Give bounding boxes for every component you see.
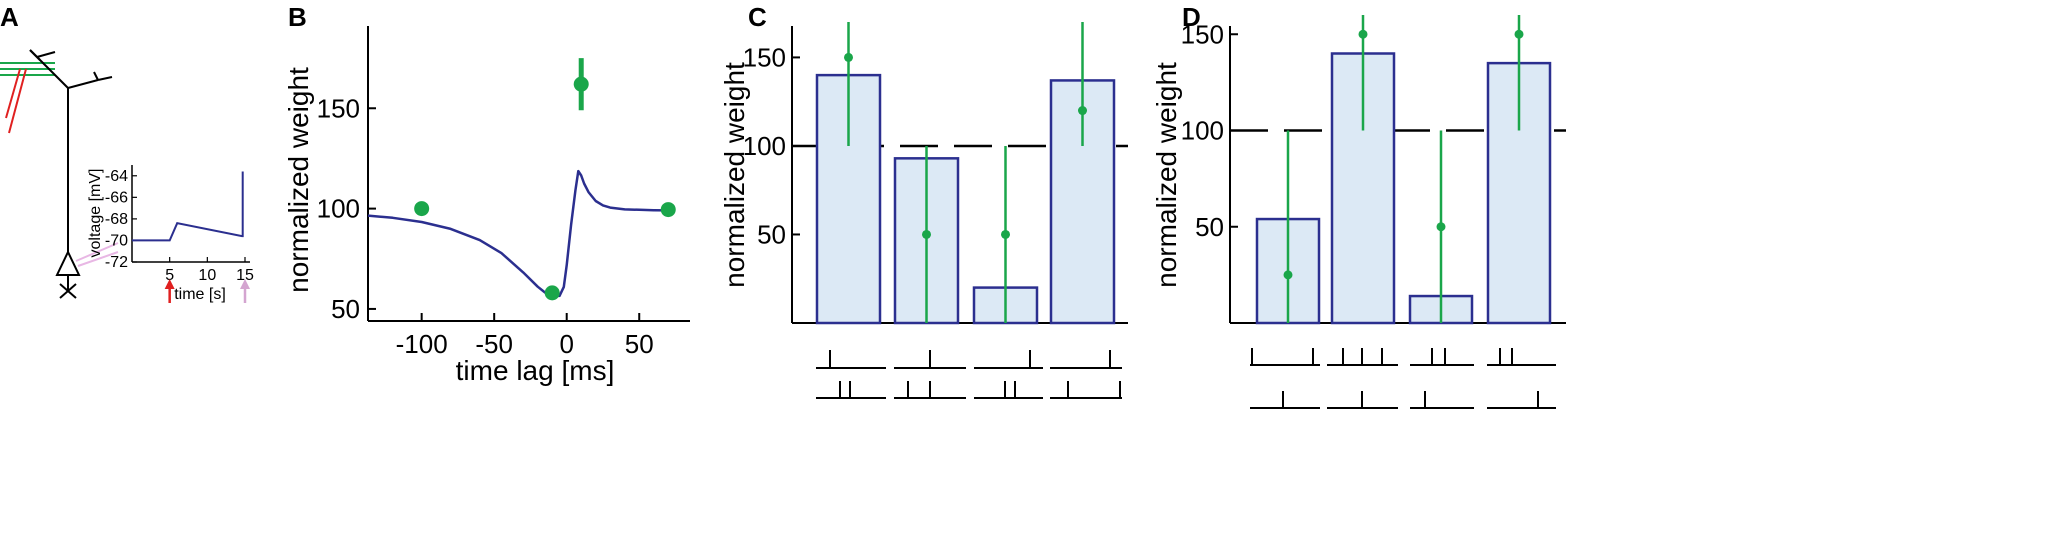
b-x-tick-label: 0 (559, 329, 573, 359)
pattern-d2-top (1327, 348, 1398, 366)
panel-letter-b: B (288, 2, 307, 32)
inset-y-tick-label: -64 (105, 168, 128, 185)
bar-chart-d: 50 100 150 normalized weight (1151, 15, 1566, 325)
c-data-point-4 (1078, 106, 1087, 116)
d-data-point-4 (1514, 29, 1524, 39)
c-data-point-2 (922, 229, 931, 239)
pattern-c4-top (1050, 350, 1122, 369)
b-y-tick-label: 150 (317, 93, 360, 123)
panel-letter-c: C (748, 2, 767, 32)
b-data-point-2 (573, 76, 589, 92)
pattern-c3-top (974, 350, 1043, 369)
b-x-tick-label: 50 (625, 329, 654, 359)
pattern-c3-bottom (974, 381, 1043, 399)
inset-y-axis-label: voltage [mV] (87, 169, 104, 258)
d-data-point-2 (1358, 29, 1368, 39)
c-y-tick-label: 100 (743, 131, 786, 161)
inset-y-tick-label: -72 (105, 254, 128, 271)
pink-pointer-2 (77, 251, 119, 267)
c-y-axis-label: normalized weight (719, 62, 750, 288)
inset-y-tick-label: -66 (105, 189, 128, 206)
c-y-tick-label: 50 (757, 219, 786, 249)
b-data-point-1 (544, 285, 560, 301)
b-data-point-3 (660, 202, 676, 218)
soma-triangle (55, 249, 81, 276)
pattern-c2-top (894, 350, 966, 369)
pattern-d1-bottom (1250, 391, 1320, 409)
b-y-axis-label: normalized weight (283, 67, 314, 293)
b-y-tick-label: 100 (317, 194, 360, 224)
d-data-point-3 (1436, 222, 1446, 232)
inset-x-tick-label: 10 (198, 267, 216, 284)
panel-letter-a: A (0, 2, 19, 32)
panel-letter-d: D (1182, 2, 1201, 32)
b-x-axis-label: time lag [ms] (456, 355, 615, 386)
voltage-inset: -64 -66 -68 -70 -72 5 10 15 time [s] voltage [mV] (87, 165, 254, 303)
b-data-point-0 (414, 201, 430, 217)
neuron-drawing (0, 49, 119, 299)
pattern-d4-top (1487, 348, 1556, 366)
b-x-tick-label: -50 (475, 329, 513, 359)
pink-pointer-1 (75, 242, 119, 262)
d-y-tick-label: 150 (1181, 19, 1224, 49)
c-data-point-3 (1001, 229, 1010, 239)
c-data-point-1 (844, 52, 853, 62)
pattern-c1-top (816, 350, 886, 369)
pattern-d2-bottom (1327, 391, 1398, 409)
b-model-curve (367, 169, 669, 298)
spike-patterns-c (816, 350, 1122, 399)
d-y-tick-label: 50 (1195, 212, 1224, 242)
dendrites (29, 49, 113, 252)
pattern-c4-bottom (1050, 381, 1122, 399)
b-y-tick-label: 50 (331, 294, 360, 324)
pink-arrow (240, 279, 250, 303)
pattern-c2-bottom (894, 381, 966, 399)
d-y-axis-label: normalized weight (1151, 62, 1182, 288)
red-input-1 (8, 68, 27, 134)
pattern-d4-bottom (1487, 391, 1556, 409)
pattern-d3-bottom (1410, 391, 1474, 409)
voltage-trace (132, 171, 244, 242)
axon-terminal (59, 275, 77, 299)
red-arrow (164, 279, 175, 303)
pattern-d3-top (1410, 348, 1474, 366)
pink-arrow-head (240, 279, 250, 289)
inset-y-tick-label: -70 (105, 232, 128, 249)
pattern-d1-top (1250, 348, 1320, 366)
stdp-chart: 50 100 150 -100 -50 0 50 time lag [ms] normalize… (283, 26, 690, 386)
inset-y-tick-label: -68 (105, 211, 128, 228)
d-y-tick-label: 100 (1181, 116, 1224, 146)
b-x-tick-label: -100 (396, 329, 448, 359)
red-input-2 (5, 68, 21, 119)
pattern-c1-bottom (816, 381, 886, 399)
red-arrow-head (164, 279, 175, 289)
spike-patterns-d (1250, 348, 1556, 409)
inset-x-axis-label: time [s] (174, 286, 226, 303)
d-data-point-1 (1283, 270, 1293, 280)
inset-x-tick-label: 5 (165, 267, 174, 284)
inset-x-tick-label: 15 (236, 267, 254, 284)
c-y-tick-label: 150 (743, 42, 786, 72)
